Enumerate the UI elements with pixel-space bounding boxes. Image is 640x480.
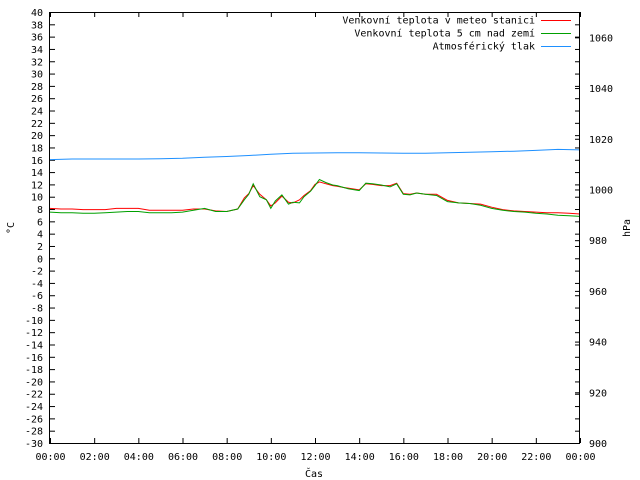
y-tick-label: -28 xyxy=(25,427,43,438)
y-tick-label: 22 xyxy=(31,119,43,130)
legend-label-2: Venkovní teplota 5 cm nad zemí xyxy=(354,28,535,40)
y-tick-label: 0 xyxy=(37,254,43,265)
y-tick-label: 8 xyxy=(37,205,43,216)
series-line-2 xyxy=(49,178,581,217)
legend: Venkovní teplota v meteo staniciVenkovní… xyxy=(342,15,571,53)
x-tick-label: 10:00 xyxy=(256,452,286,463)
y-tick-label: 38 xyxy=(31,20,43,31)
y-tick-label: 6 xyxy=(37,217,43,228)
x-tick-label: 16:00 xyxy=(389,452,419,463)
y-tick-label: 32 xyxy=(31,57,43,68)
y-tick-label: -30 xyxy=(25,439,43,450)
x-tick-label: 14:00 xyxy=(345,452,375,463)
legend-label-1: Venkovní teplota v meteo stanici xyxy=(342,15,535,27)
y2-tick-label: 1000 xyxy=(589,185,613,196)
y-tick-label: -22 xyxy=(25,390,43,401)
x-tick-label: 12:00 xyxy=(300,452,330,463)
x-tick-label: 22:00 xyxy=(521,452,551,463)
x-tick-label: 00:00 xyxy=(565,452,595,463)
y-tick-label: 10 xyxy=(31,193,43,204)
y-tick-label: 20 xyxy=(31,131,43,142)
series-line-1 xyxy=(49,181,581,215)
y-tick-label: -16 xyxy=(25,353,43,364)
plot-frame xyxy=(49,12,580,444)
y2-tick-label: 1060 xyxy=(589,33,613,44)
x-tick-label: 00:00 xyxy=(35,452,65,463)
y2-axis-label: hPa xyxy=(622,219,633,237)
x-tick-label: 02:00 xyxy=(80,452,110,463)
y-tick-label: -20 xyxy=(25,377,43,388)
y-tick-label: -12 xyxy=(25,328,43,339)
y2-tick-label: 900 xyxy=(589,439,607,450)
y-tick-label: -14 xyxy=(25,340,43,351)
y-tick-label: 12 xyxy=(31,180,43,191)
series-group xyxy=(49,148,581,217)
y-tick-label: -18 xyxy=(25,365,43,376)
y-tick-label: 26 xyxy=(31,94,43,105)
y-tick-label: 34 xyxy=(31,45,43,56)
y-tick-label: 14 xyxy=(31,168,43,179)
y-tick-label: 4 xyxy=(37,230,43,241)
y2-tick-label: 1020 xyxy=(589,135,613,146)
x-tick-label: 08:00 xyxy=(212,452,242,463)
x-tick-label: 06:00 xyxy=(168,452,198,463)
y-tick-label: -8 xyxy=(31,304,43,315)
y2-tick-label: 940 xyxy=(589,338,607,349)
y-tick-label: 2 xyxy=(37,242,43,253)
y-tick-label: -10 xyxy=(25,316,43,327)
y-tick-label: 30 xyxy=(31,70,43,81)
y-tick-label: -6 xyxy=(31,291,43,302)
y2-tick-label: 1040 xyxy=(589,84,613,95)
y-tick-label: -26 xyxy=(25,414,43,425)
x-tick-label: 18:00 xyxy=(433,452,463,463)
y-tick-label: 28 xyxy=(31,82,43,93)
tick-group: 4038363432302826242220181614121086420-2-… xyxy=(25,8,613,463)
y2-tick-label: 960 xyxy=(589,287,607,298)
series-line-3 xyxy=(49,148,581,161)
y-tick-label: -2 xyxy=(31,267,43,278)
y-axis-label: °C xyxy=(6,222,17,234)
y-tick-label: 40 xyxy=(31,8,43,19)
y-tick-label: -24 xyxy=(25,402,43,413)
y2-tick-label: 920 xyxy=(589,388,607,399)
y-tick-label: 24 xyxy=(31,107,43,118)
x-tick-label: 20:00 xyxy=(477,452,507,463)
legend-label-3: Atmosférický tlak xyxy=(433,41,535,53)
y2-tick-label: 980 xyxy=(589,236,607,247)
y-tick-label: 18 xyxy=(31,143,43,154)
y-tick-label: 16 xyxy=(31,156,43,167)
x-tick-label: 04:00 xyxy=(124,452,154,463)
x-axis-label: Čas xyxy=(305,467,323,480)
y-tick-label: 36 xyxy=(31,33,43,44)
y-tick-label: -4 xyxy=(31,279,43,290)
